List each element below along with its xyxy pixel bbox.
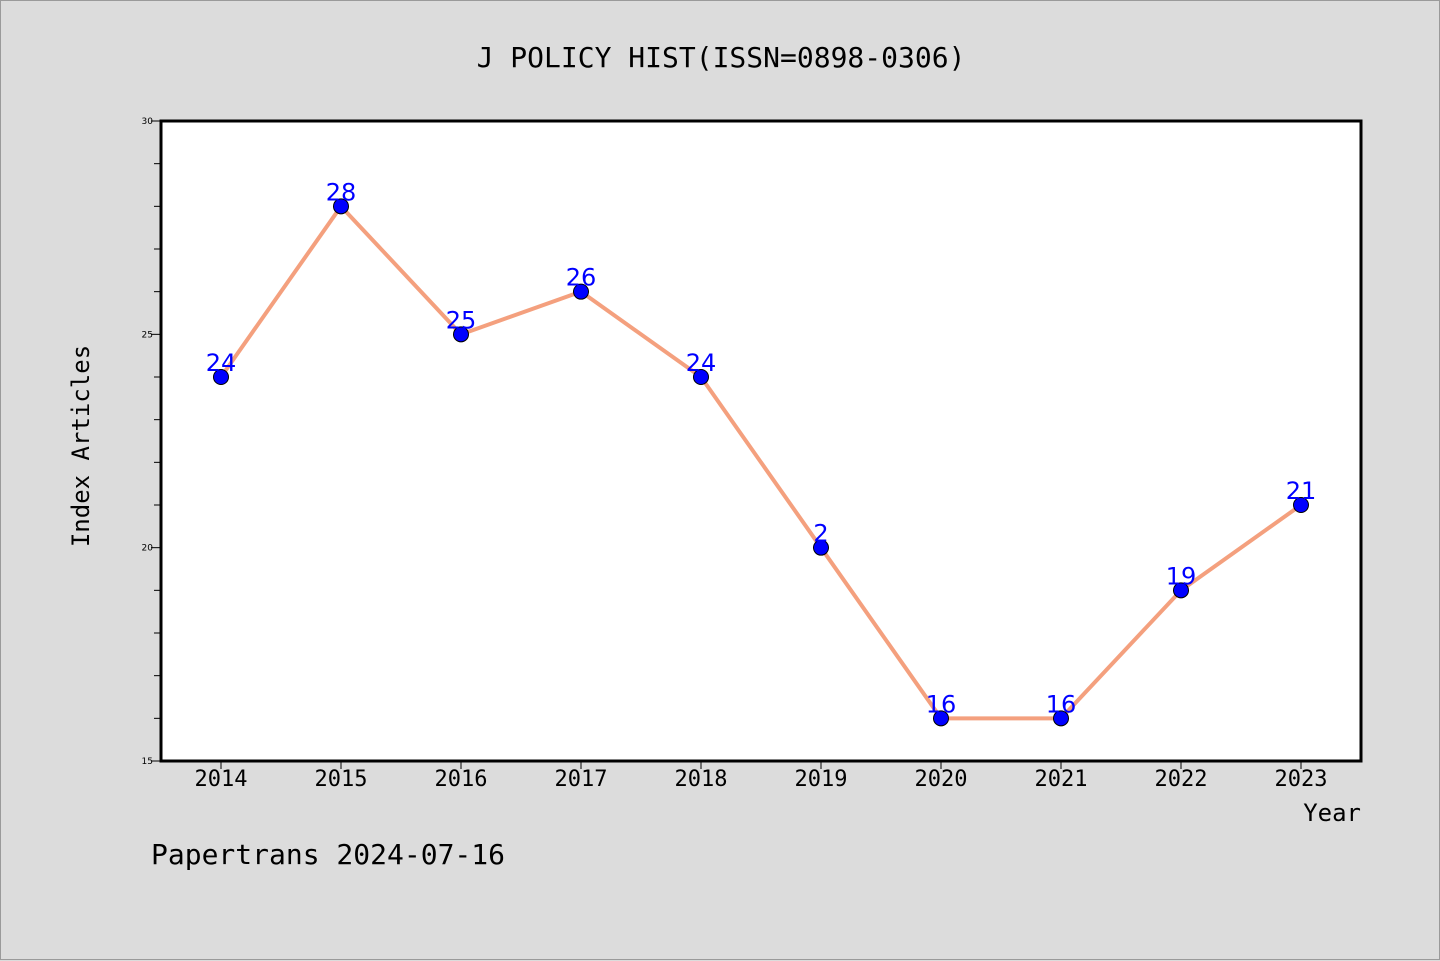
x-tick-label: 2022	[1155, 767, 1208, 792]
data-label: 26	[566, 264, 597, 292]
data-labels: 24 28 25 26 24 2 16 16 19 21	[206, 178, 1317, 718]
data-label: 25	[446, 306, 477, 334]
data-points	[213, 198, 1309, 727]
data-point	[1293, 497, 1309, 513]
footer-credit: Papertrans 2024-07-16	[151, 838, 505, 871]
data-label: 24	[206, 349, 237, 377]
data-point	[813, 539, 829, 556]
data-label: 16	[1046, 690, 1077, 718]
y-tick-label: 15	[142, 757, 153, 767]
data-point	[1053, 710, 1069, 727]
chart-title: J POLICY HIST(ISSN=0898-0306)	[477, 41, 966, 74]
x-tick-label: 2023	[1275, 767, 1328, 792]
data-label: 16	[926, 690, 957, 718]
x-tick-label: 2021	[1035, 767, 1088, 792]
x-tick-label: 2016	[435, 767, 488, 792]
y-tick-label: 25	[142, 330, 153, 340]
plot-area	[159, 119, 1363, 763]
data-point	[693, 369, 709, 385]
data-label: 28	[326, 178, 357, 206]
x-tick-label: 2020	[915, 767, 968, 792]
x-tick-label: 2019	[795, 767, 848, 792]
data-point	[453, 326, 469, 343]
data-point	[573, 283, 589, 300]
x-tick-label: 2018	[675, 767, 728, 792]
y-tick-label: 30	[142, 117, 154, 127]
series-line-group	[219, 204, 1303, 721]
data-label: 19	[1166, 562, 1197, 590]
data-point	[333, 198, 349, 215]
x-tick-label: 2017	[555, 767, 608, 792]
y-axis-label: Index Articles	[67, 345, 95, 547]
x-tick-label: 2014	[195, 767, 248, 792]
data-label: 21	[1286, 477, 1317, 505]
series-line	[219, 204, 1303, 721]
y-axis: 15 20 25 30	[142, 117, 161, 767]
data-point	[933, 710, 949, 727]
x-tick-label: 2015	[315, 767, 368, 792]
x-axis-label: Year	[1303, 799, 1361, 827]
data-label: 2	[813, 520, 828, 548]
data-point	[1173, 582, 1189, 599]
x-axis: 2014 2015 2016 2017 2018 2019 2020 2021 2022 2023	[195, 761, 1328, 792]
data-point	[213, 369, 229, 385]
data-label: 24	[686, 349, 717, 377]
y-tick-label: 20	[142, 544, 154, 554]
